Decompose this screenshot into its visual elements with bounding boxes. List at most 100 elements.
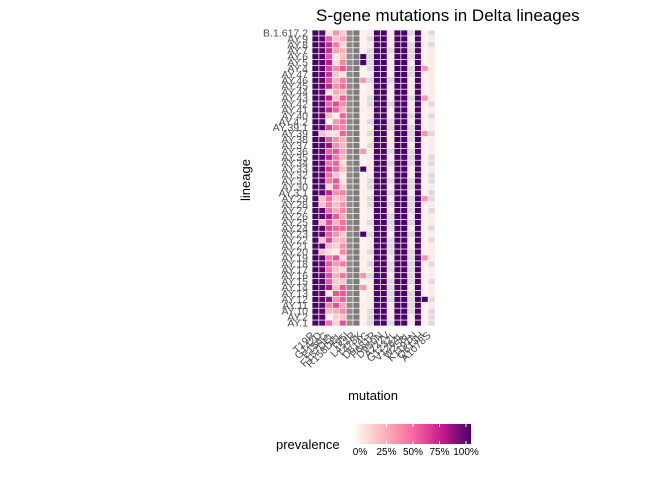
y-tick-label: AY.47: [282, 69, 309, 81]
heatmap-cell: [373, 237, 380, 243]
heatmap-cell: [332, 308, 339, 314]
heatmap-cell: [387, 95, 394, 101]
heatmap-cell: [312, 142, 319, 148]
heatmap-cell: [319, 30, 326, 36]
heatmap-cell: [312, 290, 319, 296]
heatmap-cell: [360, 113, 367, 119]
heatmap-cell: [394, 196, 401, 202]
heatmap-cell: [421, 237, 428, 243]
heatmap-cell: [387, 261, 394, 267]
heatmap-cell: [401, 107, 408, 113]
heatmap-cell: [332, 237, 339, 243]
heatmap-cell: [312, 119, 319, 125]
heatmap-cell: [401, 36, 408, 42]
heatmap-cell: [394, 160, 401, 166]
heatmap-cell: [319, 196, 326, 202]
heatmap-cell: [360, 65, 367, 72]
heatmap-cell: [360, 302, 367, 308]
heatmap-cell: [346, 290, 353, 296]
y-tick-label: AY.33: [282, 164, 309, 176]
heatmap-cell: [332, 95, 339, 101]
heatmap-cell: [373, 208, 380, 214]
heatmap-cell: [326, 296, 333, 302]
heatmap-cell: [408, 196, 415, 202]
heatmap-cell: [332, 148, 339, 154]
heatmap-cell: [339, 65, 346, 72]
heatmap-cell: [339, 107, 346, 113]
heatmap-cell: [408, 208, 415, 214]
heatmap-cell: [319, 202, 326, 208]
heatmap-cell: [421, 154, 428, 160]
heatmap-cell: [332, 83, 339, 89]
heatmap-cell: [428, 119, 435, 125]
heatmap-cell: [360, 160, 367, 166]
heatmap-cell: [373, 213, 380, 220]
heatmap-cell: [360, 131, 367, 137]
heatmap-cell: [414, 302, 421, 308]
heatmap-cell: [367, 77, 374, 83]
heatmap-cell: [319, 54, 326, 60]
heatmap-cell: [339, 172, 346, 178]
heatmap-cell: [312, 83, 319, 89]
heatmap-cell: [367, 249, 374, 255]
heatmap-cell: [319, 89, 326, 95]
heatmap-cell: [387, 65, 394, 72]
heatmap-cell: [387, 279, 394, 285]
heatmap-cell: [360, 208, 367, 214]
heatmap-cell: [360, 219, 367, 225]
heatmap-cell: [414, 290, 421, 296]
heatmap-cell: [428, 320, 435, 326]
heatmap-cell: [367, 213, 374, 220]
heatmap-cell: [346, 136, 353, 143]
heatmap-cell: [421, 314, 428, 320]
heatmap-cell: [346, 213, 353, 220]
heatmap-cell: [326, 178, 333, 184]
heatmap-cell: [401, 77, 408, 83]
heatmap-cell: [408, 261, 415, 267]
heatmap-cell: [380, 30, 387, 36]
y-tick-label: AY.21: [282, 241, 309, 253]
heatmap-cell: [353, 48, 360, 54]
heatmap-cell: [360, 77, 367, 83]
heatmap-cell: [312, 160, 319, 166]
heatmap-cell: [373, 36, 380, 42]
heatmap-cell: [367, 279, 374, 285]
y-tick-label: AY.5: [287, 57, 308, 69]
heatmap-cell: [367, 95, 374, 101]
heatmap-cell: [408, 284, 415, 291]
heatmap-cell: [414, 148, 421, 154]
heatmap-cell: [353, 148, 360, 154]
heatmap-cell: [346, 296, 353, 302]
heatmap-cell: [319, 231, 326, 237]
heatmap-cell: [414, 125, 421, 131]
heatmap-cell: [401, 89, 408, 95]
heatmap-cell: [408, 273, 415, 279]
heatmap-cell: [401, 273, 408, 279]
y-tick-label: AY.32: [282, 170, 309, 182]
heatmap-cell: [380, 267, 387, 273]
heatmap-cell: [387, 202, 394, 208]
heatmap-cell: [339, 48, 346, 54]
heatmap-cell: [319, 136, 326, 143]
heatmap-cell: [394, 261, 401, 267]
heatmap-cell: [373, 30, 380, 36]
heatmap-cell: [380, 172, 387, 178]
heatmap-cell: [326, 190, 333, 196]
heatmap-cell: [312, 113, 319, 119]
heatmap-cell: [428, 113, 435, 119]
heatmap-cell: [339, 178, 346, 184]
heatmap-cell: [346, 77, 353, 83]
heatmap-cell: [332, 225, 339, 231]
heatmap-cell: [408, 160, 415, 166]
heatmap-cell: [339, 202, 346, 208]
heatmap-cell: [319, 65, 326, 72]
heatmap-cell: [401, 243, 408, 249]
heatmap-cell: [380, 208, 387, 214]
heatmap-cell: [428, 89, 435, 95]
y-tick-label: AY.39.1: [273, 122, 308, 134]
y-tick-label: AY.22: [282, 235, 309, 247]
heatmap-cell: [367, 48, 374, 54]
heatmap-cell: [346, 208, 353, 214]
heatmap-cell: [360, 296, 367, 302]
heatmap-cell: [326, 196, 333, 202]
